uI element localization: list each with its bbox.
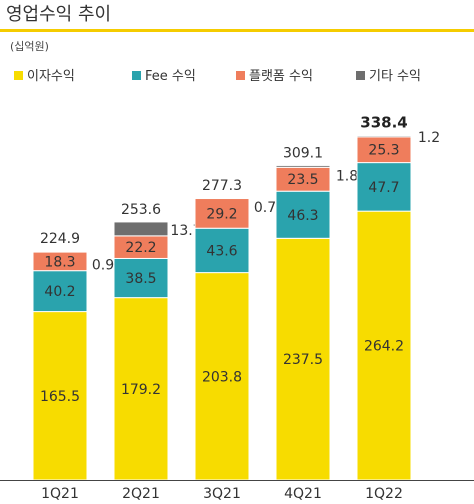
data-label-platform-3q21: 29.2 xyxy=(206,206,237,222)
bar-segment-interest-1q21 xyxy=(32,311,88,481)
data-label-interest-1q21: 165.5 xyxy=(40,389,80,405)
legend-label-platform: 플랫폼 수익 xyxy=(249,69,313,84)
data-label-other-1q22: 1.2 xyxy=(418,130,440,146)
data-label-other-4q21: 1.8 xyxy=(336,168,358,184)
bar-segment-interest-1q22 xyxy=(356,210,412,481)
legend-item-interest: 이자수익 xyxy=(14,65,75,84)
x-tick-label-4q21: 4Q21 xyxy=(284,486,322,502)
legend-label-fee: Fee 수익 xyxy=(145,69,196,84)
x-tick-label-3q21: 3Q21 xyxy=(203,486,241,502)
bar-segment-interest-2q21 xyxy=(113,297,169,481)
bar-segment-fee-1q22 xyxy=(356,162,412,212)
x-tick-label-1q21: 1Q21 xyxy=(41,486,79,502)
legend-label-interest: 이자수익 xyxy=(27,69,75,84)
bar-segment-other-1q21 xyxy=(32,250,88,253)
data-label-fee-4q21: 46.3 xyxy=(287,208,318,224)
data-label-platform-2q21: 22.2 xyxy=(125,240,156,256)
data-label-fee-3q21: 43.6 xyxy=(206,243,237,259)
total-label-2q21: 253.6 xyxy=(121,202,161,218)
bar-segment-fee-2q21 xyxy=(113,257,169,299)
bar-segment-platform-3q21 xyxy=(194,198,250,229)
data-label-other-2q21: 13.7 xyxy=(170,223,201,239)
data-label-interest-2q21: 179.2 xyxy=(121,382,161,398)
legend-item-fee: Fee 수익 xyxy=(132,65,196,84)
legend-swatch-fee xyxy=(132,71,141,80)
total-label-1q22: 338.4 xyxy=(360,114,407,132)
total-label-1q21: 224.9 xyxy=(40,231,80,247)
legend-swatch-interest xyxy=(14,71,23,80)
legend-label-other: 기타 수익 xyxy=(369,69,421,84)
legend-item-platform: 플랫폼 수익 xyxy=(236,65,313,84)
bar-segment-fee-4q21 xyxy=(275,190,331,239)
data-label-platform-4q21: 23.5 xyxy=(287,172,318,188)
legend-item-other: 기타 수익 xyxy=(356,65,421,84)
legend-swatch-platform xyxy=(236,71,245,80)
data-label-fee-1q22: 47.7 xyxy=(368,180,399,196)
data-label-other-1q21: 0.9 xyxy=(92,258,114,274)
data-label-fee-2q21: 38.5 xyxy=(125,271,156,287)
bar-segment-other-2q21 xyxy=(113,221,169,237)
data-label-interest-4q21: 237.5 xyxy=(283,352,323,368)
total-label-4q21: 309.1 xyxy=(283,145,323,161)
bar-segment-other-1q22 xyxy=(356,135,412,138)
chart-title: 영업수익 추이 xyxy=(6,4,112,25)
bar-segment-interest-4q21 xyxy=(275,237,331,481)
x-tick-label-2q21: 2Q21 xyxy=(122,486,160,502)
data-label-fee-1q21: 40.2 xyxy=(44,284,75,300)
legend-swatch-other xyxy=(356,71,365,80)
unit-label: (십억원) xyxy=(10,40,49,53)
total-label-3q21: 277.3 xyxy=(202,178,242,194)
data-label-interest-3q21: 203.8 xyxy=(202,369,242,385)
data-label-platform-1q21: 18.3 xyxy=(44,254,75,270)
bar-segment-platform-1q22 xyxy=(356,136,412,164)
data-label-other-3q21: 0.7 xyxy=(254,200,276,216)
bar-segment-other-4q21 xyxy=(275,164,331,168)
bar-segment-fee-1q21 xyxy=(32,270,88,313)
title-underline xyxy=(0,29,474,32)
x-tick-label-1q22: 1Q22 xyxy=(365,486,403,502)
data-label-interest-1q22: 264.2 xyxy=(364,339,404,355)
data-label-platform-1q22: 25.3 xyxy=(368,143,399,159)
bar-segment-other-3q21 xyxy=(194,197,250,200)
